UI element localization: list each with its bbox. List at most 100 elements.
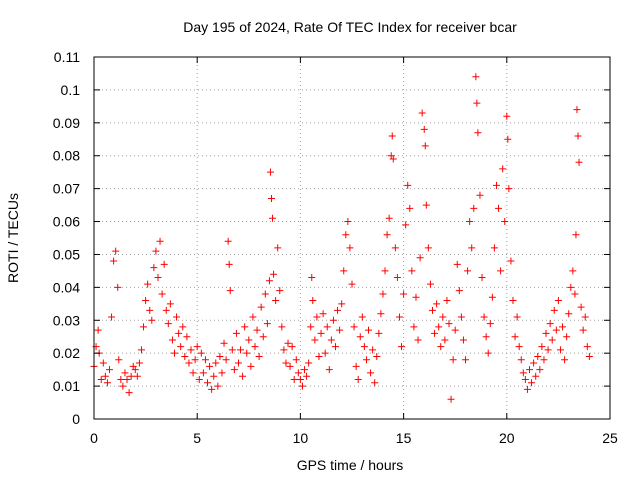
data-point xyxy=(265,277,273,285)
data-point xyxy=(168,336,176,344)
y-tick-label: 0.08 xyxy=(53,148,80,164)
x-tick-label: 20 xyxy=(499,430,515,446)
data-point xyxy=(449,356,457,364)
data-point xyxy=(158,290,166,298)
data-point xyxy=(404,181,412,189)
y-tick-label: 0.1 xyxy=(61,82,81,98)
data-point xyxy=(237,346,245,354)
data-point xyxy=(142,297,150,305)
data-point xyxy=(286,362,294,370)
data-point xyxy=(232,329,240,337)
data-point xyxy=(245,336,253,344)
chart-title: Day 195 of 2024, Rate Of TEC Index for r… xyxy=(183,19,517,35)
data-point xyxy=(398,343,406,351)
data-point xyxy=(433,300,441,308)
y-tick-label: 0 xyxy=(72,411,80,427)
data-point xyxy=(504,135,512,143)
data-point xyxy=(375,329,383,337)
data-point xyxy=(395,313,403,321)
data-point xyxy=(360,343,368,351)
data-point xyxy=(181,352,189,360)
data-point xyxy=(499,165,507,173)
data-point xyxy=(478,273,486,281)
data-point xyxy=(243,349,251,357)
data-point xyxy=(577,303,585,311)
data-point xyxy=(517,356,525,364)
data-point xyxy=(280,346,288,354)
data-point xyxy=(257,303,265,311)
data-point xyxy=(156,237,164,245)
data-point xyxy=(272,297,280,305)
data-point xyxy=(468,244,476,252)
data-point xyxy=(185,359,193,367)
data-point xyxy=(121,369,129,377)
data-point xyxy=(362,356,370,364)
data-point xyxy=(507,257,515,265)
data-point xyxy=(474,129,482,137)
data-point xyxy=(462,356,470,364)
data-point xyxy=(282,359,290,367)
data-point xyxy=(354,376,362,384)
data-point xyxy=(301,366,309,374)
data-point xyxy=(348,280,356,288)
data-point xyxy=(220,339,228,347)
axis-ticks xyxy=(93,56,611,420)
x-axis-label: GPS time / hours xyxy=(297,457,404,473)
data-point xyxy=(204,379,212,387)
data-point xyxy=(358,313,366,321)
data-point xyxy=(321,349,329,357)
data-point xyxy=(513,313,521,321)
data-point xyxy=(292,356,300,364)
data-point xyxy=(472,73,480,81)
data-point xyxy=(162,306,170,314)
data-point xyxy=(585,352,593,360)
data-point xyxy=(305,359,313,367)
data-point xyxy=(329,316,337,324)
data-point xyxy=(263,320,271,328)
plot-frame xyxy=(93,56,611,420)
data-point xyxy=(573,106,581,114)
x-tick-label: 10 xyxy=(293,430,309,446)
data-point xyxy=(187,346,195,354)
data-point xyxy=(183,333,191,341)
data-point xyxy=(421,142,429,150)
data-point xyxy=(325,366,333,374)
data-points xyxy=(90,73,593,403)
data-point xyxy=(99,359,107,367)
data-point xyxy=(179,323,187,331)
data-point xyxy=(424,244,432,252)
data-point xyxy=(464,267,472,275)
data-point xyxy=(575,158,583,166)
data-point xyxy=(177,343,185,351)
data-point xyxy=(515,343,523,351)
data-point xyxy=(492,181,500,189)
data-point xyxy=(108,313,116,321)
data-point xyxy=(377,310,385,318)
data-point xyxy=(105,366,113,374)
data-point xyxy=(206,362,214,370)
data-point xyxy=(296,376,304,384)
data-point xyxy=(225,260,233,268)
data-point xyxy=(431,329,439,337)
data-point xyxy=(144,280,152,288)
data-point xyxy=(218,369,226,377)
data-point xyxy=(373,352,381,360)
data-point xyxy=(212,359,220,367)
data-point xyxy=(276,287,284,295)
data-point xyxy=(270,270,278,278)
data-point xyxy=(371,379,379,387)
data-point xyxy=(344,218,352,226)
data-point xyxy=(338,300,346,308)
y-tick-label: 0.09 xyxy=(53,115,80,131)
data-point xyxy=(327,336,335,344)
data-point xyxy=(160,260,168,268)
data-point xyxy=(367,369,375,377)
data-point xyxy=(385,214,393,222)
data-point xyxy=(418,109,426,117)
data-point xyxy=(269,214,277,222)
data-point xyxy=(410,323,418,331)
data-point xyxy=(480,313,488,321)
data-point xyxy=(556,346,564,354)
data-point xyxy=(115,356,123,364)
data-point xyxy=(193,343,201,351)
